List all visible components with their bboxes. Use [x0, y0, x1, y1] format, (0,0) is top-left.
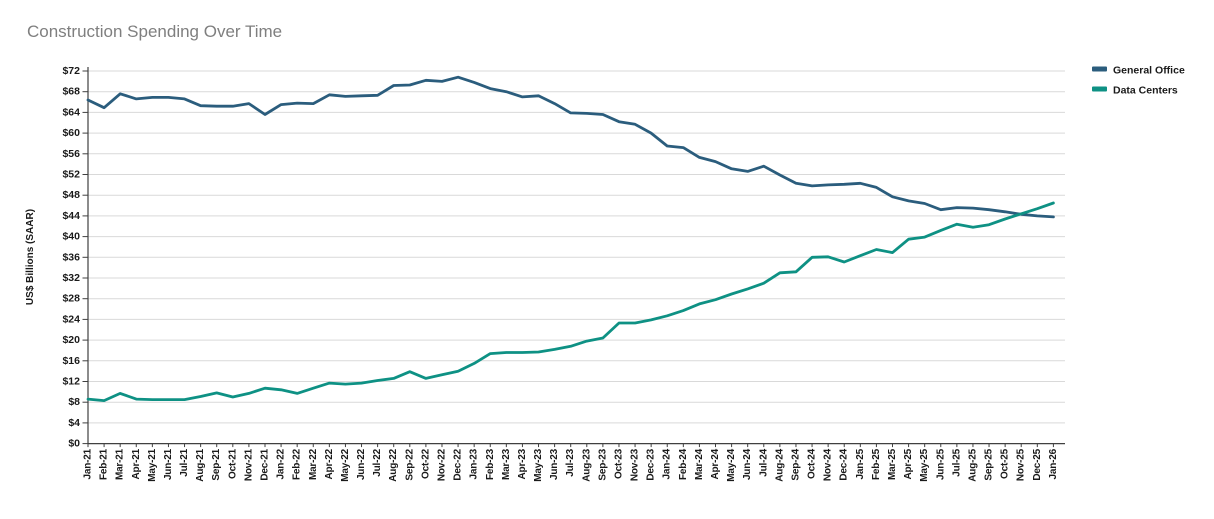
x-tick-label: Aug-22: [388, 448, 399, 481]
y-tick-label: $24: [62, 313, 80, 325]
x-tick-label: Jun-23: [549, 448, 560, 480]
y-tick-label: $12: [62, 376, 80, 388]
y-tick-label: $8: [68, 396, 80, 408]
x-tick-label: Nov-22: [436, 448, 447, 481]
x-tick-label: Oct-22: [420, 448, 431, 479]
x-tick-label: Jul-25: [951, 448, 962, 476]
x-tick-label: Jan-24: [662, 448, 673, 479]
x-tick-label: Feb-22: [292, 448, 303, 480]
x-tick-label: Dec-23: [646, 448, 657, 480]
x-tick-label: Nov-25: [1016, 448, 1027, 481]
x-tick-label: Jul-23: [565, 448, 576, 476]
x-tick-label: Apr-21: [131, 448, 142, 479]
x-tick-label: Aug-24: [774, 448, 785, 481]
x-tick-label: Jun-24: [742, 448, 753, 480]
y-tick-label: $4: [68, 417, 80, 429]
x-tick-label: Mar-23: [501, 448, 512, 480]
y-tick-label: $16: [62, 355, 80, 367]
x-tick-label: Jul-22: [372, 448, 383, 476]
x-tick-label: Jan-26: [1048, 448, 1059, 479]
x-tick-label: Feb-24: [678, 448, 689, 480]
x-tick-label: Feb-23: [485, 448, 496, 480]
x-tick-label: May-25: [919, 448, 930, 481]
y-tick-label: $56: [62, 148, 80, 160]
y-tick-label: $64: [62, 106, 80, 118]
x-tick-label: Dec-24: [839, 448, 850, 480]
gridlines: [88, 70, 1065, 424]
x-tick-label: Feb-21: [99, 448, 110, 480]
y-tick-label: $40: [62, 231, 80, 243]
y-tick-label: $20: [62, 334, 80, 346]
y-tick-label: $32: [62, 272, 80, 284]
x-tick-label: Jan-22: [276, 448, 287, 479]
chart-title: Construction Spending Over Time: [27, 22, 282, 41]
legend-swatch-data-centers: [1092, 86, 1107, 92]
y-tick-label: $0: [68, 438, 80, 450]
y-tick-label: $36: [62, 251, 80, 263]
x-axis-ticks: Jan-21 Feb-21 Mar-21 Apr-21 May-21 Jun-21 Jul-…: [83, 443, 1059, 482]
series-line-general-office: [86, 75, 1055, 219]
y-tick-label: $68: [62, 86, 80, 98]
x-tick-label: May-22: [340, 448, 351, 481]
x-tick-label: Mar-25: [887, 448, 898, 480]
y-axis-ticks: $0 $4 $8 $12 $16 $20 $24 $28 $32 $36 $40 $44 $48 $52 $…: [62, 65, 88, 450]
x-tick-label: Dec-22: [453, 448, 464, 480]
x-tick-label: Dec-21: [259, 448, 270, 480]
x-tick-label: Dec-25: [1032, 448, 1043, 480]
y-axis-title: US$ Billions (SAAR): [25, 209, 36, 305]
y-tick-label: $44: [62, 210, 80, 222]
plot-series: [86, 75, 1055, 403]
x-tick-label: Oct-23: [613, 448, 624, 479]
series-line-data-centers: [86, 201, 1055, 403]
x-tick-label: Aug-25: [967, 448, 978, 481]
x-tick-label: Apr-25: [903, 448, 914, 479]
x-tick-label: Jun-21: [163, 448, 174, 480]
x-tick-label: Mar-24: [694, 448, 705, 480]
axes: [87, 67, 1065, 445]
x-tick-label: Aug-21: [195, 448, 206, 481]
x-tick-label: Jun-25: [935, 448, 946, 480]
x-tick-label: Jul-21: [179, 448, 190, 476]
y-tick-label: $48: [62, 189, 80, 201]
x-tick-label: Jun-22: [356, 448, 367, 480]
x-tick-label: Oct-21: [227, 448, 238, 479]
x-tick-label: Jan-21: [83, 448, 94, 479]
y-tick-label: $28: [62, 293, 80, 305]
x-tick-label: Apr-23: [517, 448, 528, 479]
x-tick-label: Jan-23: [469, 448, 480, 479]
legend: General Office Data Centers: [1092, 65, 1185, 97]
y-tick-label: $72: [62, 65, 80, 77]
y-tick-label: $52: [62, 169, 80, 181]
x-tick-label: Sep-21: [211, 448, 222, 480]
legend-label-data-centers: Data Centers: [1113, 85, 1178, 97]
x-tick-label: Oct-25: [1000, 448, 1011, 479]
x-tick-label: Sep-22: [404, 448, 415, 480]
x-tick-label: Jul-24: [758, 448, 769, 476]
x-tick-label: Mar-22: [308, 448, 319, 480]
x-tick-label: May-21: [147, 448, 158, 481]
y-tick-label: $60: [62, 127, 80, 139]
x-tick-label: Sep-23: [597, 448, 608, 480]
x-tick-label: Jan-25: [855, 448, 866, 479]
legend-label-general-office: General Office: [1113, 65, 1185, 77]
x-tick-label: May-23: [533, 448, 544, 481]
legend-swatch-general-office: [1092, 66, 1107, 72]
x-tick-label: Nov-21: [243, 448, 254, 481]
x-tick-label: May-24: [726, 448, 737, 481]
x-tick-label: Apr-24: [710, 448, 721, 479]
x-tick-label: Mar-21: [115, 448, 126, 480]
x-tick-label: Aug-23: [581, 448, 592, 481]
x-tick-label: Apr-22: [324, 448, 335, 479]
x-tick-label: Nov-23: [630, 448, 641, 481]
x-tick-label: Feb-25: [871, 448, 882, 480]
x-tick-label: Oct-24: [807, 448, 818, 479]
x-tick-label: Sep-24: [790, 448, 801, 480]
x-tick-label: Nov-24: [823, 448, 834, 481]
x-tick-label: Sep-25: [984, 448, 995, 480]
